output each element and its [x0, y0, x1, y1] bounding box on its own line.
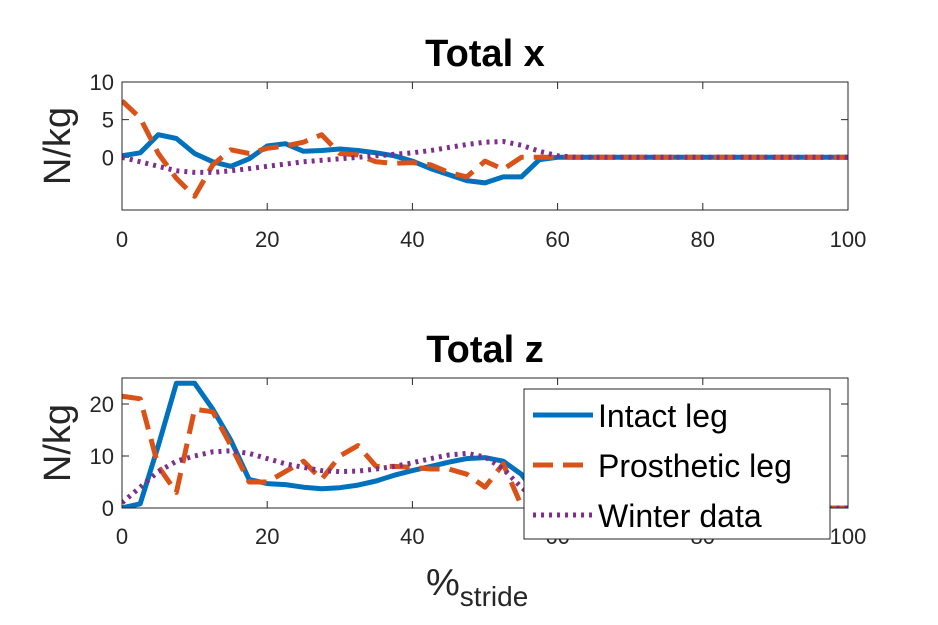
axes-box: [121, 377, 849, 509]
x-tick-label: 100: [830, 227, 867, 252]
y-axis-label: N/kg: [37, 404, 79, 482]
y-tick-label: 20: [90, 392, 114, 417]
legend-item-winter-data: Winter data: [533, 498, 762, 534]
subplot-total-z: Total z N/kg 02040608010001020: [37, 329, 866, 549]
x-tick-label: 60: [545, 227, 569, 252]
legend-label: Prosthetic leg: [598, 448, 792, 484]
axes-box: [121, 81, 849, 211]
y-tick-label: 5: [102, 108, 114, 133]
legend: Intact leg Prosthetic leg Winter data: [523, 388, 831, 540]
plot-area: 0 20 40 60 80 100 0 5 10: [90, 70, 867, 252]
series-line-intact-leg: [122, 132, 848, 186]
legend-item-prosthetic-leg: Prosthetic leg: [533, 448, 792, 484]
x-tick-label: 0: [116, 227, 128, 252]
y-tick-label: 0: [102, 496, 114, 521]
y-tick-label: 10: [90, 70, 114, 95]
y-axis-label: N/kg: [37, 107, 79, 185]
x-tick-label: 40: [400, 227, 424, 252]
legend-label: Winter data: [598, 498, 762, 534]
legend-item-intact-leg: Intact leg: [533, 398, 728, 434]
x-tick-label: 100: [830, 524, 867, 549]
legend-label: Intact leg: [598, 398, 728, 434]
x-axis-label-main: %: [426, 562, 460, 604]
x-tick-label: 20: [255, 227, 279, 252]
x-tick-label: 0: [116, 524, 128, 549]
x-tick-label: 40: [400, 524, 424, 549]
x-tick-label: 20: [255, 524, 279, 549]
series-line-winter-data: [122, 448, 848, 508]
x-axis-label-subscript: stride: [460, 581, 528, 612]
y-tick-label: 10: [90, 444, 114, 469]
y-tick-label: 0: [102, 145, 114, 170]
x-axis-label: %stride: [426, 562, 528, 612]
subplot-title: Total x: [425, 33, 545, 75]
x-tick-label: 80: [691, 227, 715, 252]
series-line-prosthetic-leg: [122, 98, 848, 199]
series-line-intact-leg: [122, 380, 848, 508]
plot-area: 02040608010001020: [90, 378, 867, 549]
subplot-total-x: Total x N/kg 0 20 40 60 80 100 0 5 10: [37, 33, 866, 252]
subplot-title: Total z: [426, 329, 544, 371]
